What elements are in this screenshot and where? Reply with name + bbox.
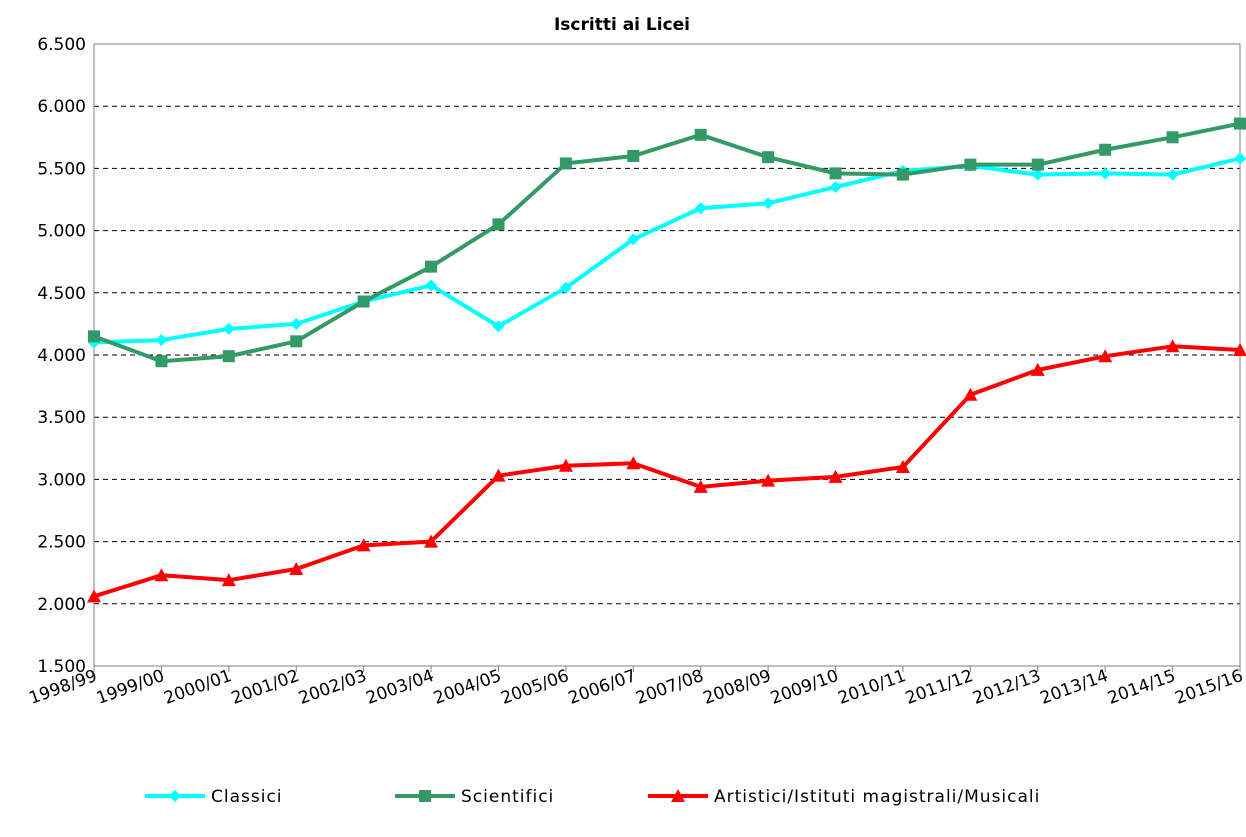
data-point (693, 479, 708, 493)
data-point (1098, 349, 1113, 363)
data-point (1234, 152, 1246, 165)
x-tick-label: 1999/00 (94, 666, 167, 709)
data-point (761, 473, 776, 487)
data-point (896, 168, 909, 181)
data-point (222, 350, 235, 363)
data-point (1030, 362, 1045, 376)
data-point (1234, 117, 1246, 130)
data-point (290, 335, 303, 348)
data-point (762, 151, 775, 164)
data-point (87, 589, 101, 603)
legend-label: Classici (211, 787, 283, 807)
data-point (1166, 168, 1179, 181)
data-point (828, 469, 843, 483)
data-point (626, 456, 641, 470)
x-tick-label: 2002/03 (296, 666, 369, 709)
x-tick-label: 2004/05 (431, 666, 504, 709)
data-point (155, 334, 168, 347)
series-line (93, 156, 1241, 345)
data-point (154, 568, 169, 582)
data-point (1166, 131, 1179, 144)
data-point (425, 260, 438, 273)
data-point (558, 458, 573, 472)
data-point (694, 128, 707, 141)
y-tick-label: 5.500 (37, 159, 86, 179)
data-point (762, 197, 775, 210)
data-point (895, 459, 910, 473)
x-tick-label: 2013/14 (1038, 666, 1111, 709)
data-point (1031, 158, 1044, 171)
y-tick-label: 3.500 (37, 408, 86, 428)
x-tick-label: 2008/09 (701, 666, 774, 709)
data-point (222, 322, 235, 335)
x-tick-label: 2000/01 (161, 666, 234, 709)
data-point (694, 202, 707, 215)
data-point (424, 534, 439, 548)
data-point (964, 158, 977, 171)
data-point (88, 330, 100, 343)
data-point (1099, 167, 1112, 180)
y-tick-label: 6.500 (37, 35, 86, 55)
data-point (627, 149, 640, 162)
x-tick-label: 2014/15 (1105, 666, 1178, 709)
x-tick-label: 2012/13 (970, 666, 1043, 709)
legend-label: Scientifici (461, 787, 554, 807)
legend-marker (671, 789, 685, 802)
data-point (357, 295, 370, 308)
data-point (829, 167, 842, 180)
data-point (1099, 143, 1112, 156)
data-point (356, 538, 371, 552)
x-tick-label: 2010/11 (835, 666, 908, 709)
x-tick-label: 2011/12 (903, 666, 976, 709)
data-point (155, 355, 168, 368)
y-tick-label: 2.000 (37, 595, 86, 615)
legend-label: Artistici/Istituti magistrali/Musicali (714, 787, 1040, 807)
data-point (963, 387, 978, 401)
y-tick-label: 3.000 (37, 470, 86, 490)
x-tick-label: 2003/04 (364, 666, 437, 709)
legend-marker (419, 790, 431, 802)
x-tick-label: 2006/07 (566, 666, 639, 709)
data-point (559, 157, 572, 170)
x-tick-label: 2009/10 (768, 666, 841, 709)
data-point (221, 573, 236, 587)
x-tick-label: 2007/08 (633, 666, 706, 709)
y-tick-label: 2.500 (37, 533, 86, 553)
x-tick-label: 2005/06 (498, 666, 571, 709)
data-point (425, 279, 438, 292)
y-tick-label: 6.000 (37, 97, 86, 117)
x-tick-label: 2015/16 (1173, 666, 1246, 709)
data-point (1031, 168, 1044, 181)
data-point (492, 218, 505, 231)
y-tick-label: 4.000 (37, 346, 86, 366)
data-point (1233, 343, 1246, 357)
y-tick-label: 5.000 (37, 222, 86, 242)
data-point (627, 233, 640, 246)
series-line (93, 344, 1241, 599)
chart-title: Iscritti ai Licei (554, 15, 690, 35)
y-tick-label: 1.500 (37, 657, 86, 677)
data-point (491, 468, 506, 482)
data-point (289, 561, 304, 575)
data-point (829, 181, 842, 194)
data-point (492, 320, 505, 333)
y-tick-label: 4.500 (37, 284, 86, 304)
data-point (290, 317, 303, 330)
x-tick-label: 2001/02 (229, 666, 302, 709)
legend-marker (169, 790, 181, 802)
data-point (559, 281, 572, 294)
data-point (1165, 339, 1180, 353)
series-line (93, 121, 1241, 364)
